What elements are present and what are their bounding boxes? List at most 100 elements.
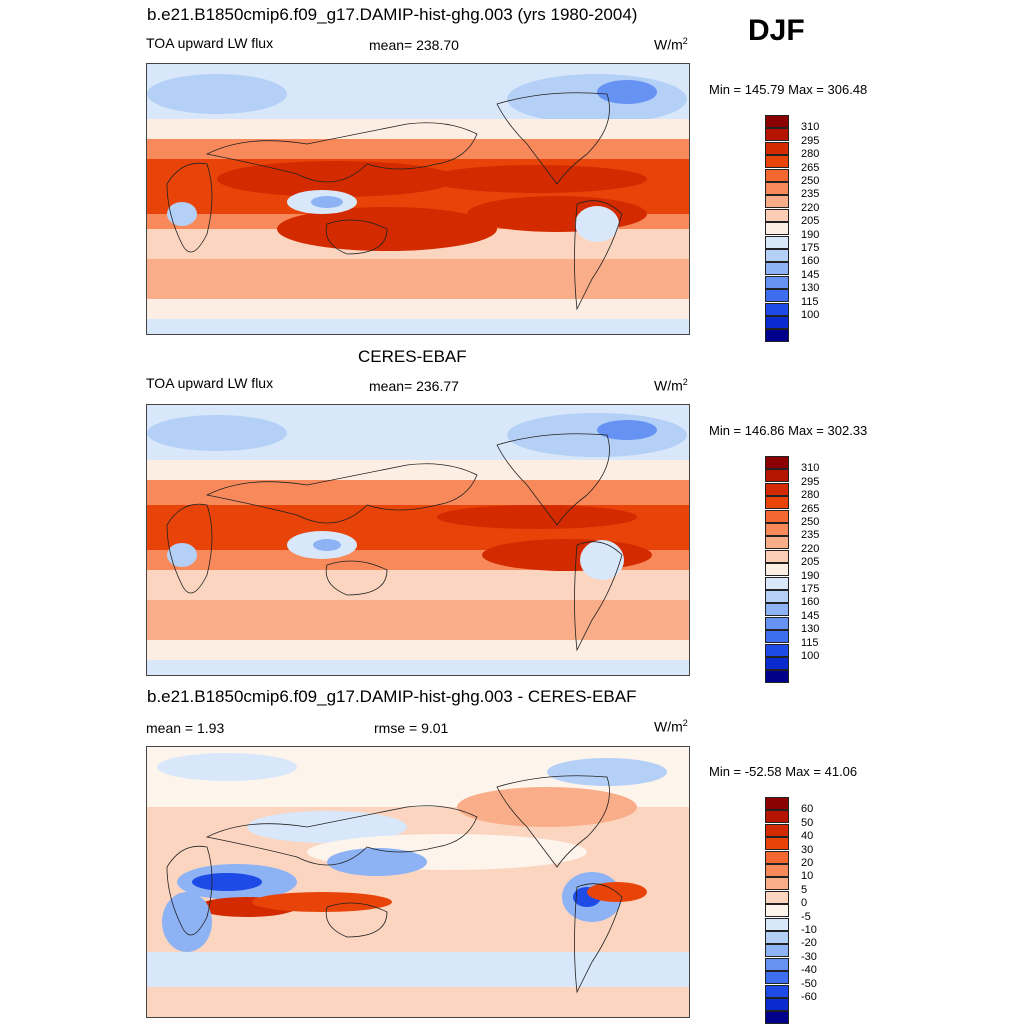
colorbar-tick-label: 250 xyxy=(801,516,820,528)
colorbar-swatch xyxy=(765,302,789,316)
panel-1-colorbar: 310 295 280 265 250 235 220 205 190 175 160 145 130 1… xyxy=(765,115,845,343)
colorbar-swatch xyxy=(765,523,789,536)
season-label: DJF xyxy=(748,14,805,47)
colorbar-tick-label: 220 xyxy=(801,201,820,214)
colorbar-tick-label: 265 xyxy=(801,502,820,515)
colorbar-swatch xyxy=(765,837,789,851)
colorbar-swatch xyxy=(765,289,789,303)
colorbar-tick-label: -40 xyxy=(801,964,817,977)
colorbar-swatch xyxy=(765,616,789,630)
colorbar-swatch xyxy=(765,877,789,891)
colorbar-swatch xyxy=(765,603,789,617)
colorbar-tick-label: -30 xyxy=(801,950,817,963)
panel-1-mean-label: mean= 238.70 xyxy=(369,37,459,53)
colorbar-swatch xyxy=(765,917,789,931)
colorbar-tick-label: 220 xyxy=(801,542,820,555)
colorbar-swatch xyxy=(765,141,789,155)
colorbar-tick-label: 115 xyxy=(801,295,819,308)
colorbar-swatch xyxy=(765,482,789,496)
colorbar-swatch xyxy=(765,657,789,670)
colorbar-tick-label: 280 xyxy=(801,489,820,502)
colorbar-tick-label: 100 xyxy=(801,309,820,321)
colorbar-swatch xyxy=(765,316,789,329)
colorbar-swatch xyxy=(765,275,789,289)
colorbar-tick-label: 250 xyxy=(801,175,820,187)
colorbar-tick-label: 190 xyxy=(801,228,820,241)
panel-2-minmax: Min = 146.86 Max = 302.33 xyxy=(709,423,868,438)
colorbar-tick-label: 130 xyxy=(801,282,820,295)
panel-2-mean-label: mean= 236.77 xyxy=(369,378,459,394)
panel-2-map-field xyxy=(147,405,689,675)
panel-2-variable-label: TOA upward LW flux xyxy=(146,375,274,391)
colorbar-swatch xyxy=(765,249,789,262)
colorbar-swatch xyxy=(765,262,789,276)
colorbar-tick-label: 10 xyxy=(801,870,814,883)
colorbar-swatch xyxy=(765,864,789,877)
colorbar-tick-label: 115 xyxy=(801,636,819,649)
colorbar-swatch xyxy=(765,195,789,209)
colorbar-swatch xyxy=(765,329,789,343)
panel-3-minmax: Min = -52.58 Max = 41.06 xyxy=(709,764,858,779)
colorbar-tick-label: 295 xyxy=(801,134,820,147)
panel-3-title: b.e21.B1850cmip6.f09_g17.DAMIP-hist-ghg.… xyxy=(147,687,637,706)
colorbar-swatch xyxy=(765,957,789,971)
colorbar-swatch xyxy=(765,469,789,483)
panel-1-map xyxy=(146,63,690,335)
colorbar-tick-label: 130 xyxy=(801,623,820,636)
colorbar-tick-label: 295 xyxy=(801,475,820,488)
panel-2-colorbar: 310 295 280 265 250 235 220 205 190 175 160 145 130 1… xyxy=(765,456,845,684)
colorbar-swatch xyxy=(765,563,789,577)
colorbar-swatch xyxy=(765,208,789,222)
colorbar-swatch xyxy=(765,670,789,684)
colorbar-tick-label: -50 xyxy=(801,977,817,990)
colorbar-swatch xyxy=(765,931,789,944)
colorbar-tick-label: 205 xyxy=(801,556,820,569)
colorbar-swatch xyxy=(765,890,789,904)
panel-3-units: W/m2 xyxy=(654,718,688,735)
colorbar-tick-label: -5 xyxy=(801,910,811,923)
colorbar-tick-label: 235 xyxy=(801,529,820,542)
colorbar-swatch xyxy=(765,643,789,657)
colorbar-swatch xyxy=(765,182,789,195)
colorbar-swatch xyxy=(765,509,789,523)
colorbar-tick-label: 0 xyxy=(801,897,808,910)
colorbar-swatch xyxy=(765,984,789,998)
colorbar-tick-label: 20 xyxy=(801,857,814,869)
colorbar-swatch xyxy=(765,128,789,142)
colorbar-swatch xyxy=(765,155,789,169)
colorbar-tick-label: 5 xyxy=(801,883,808,896)
colorbar-tick-label: 190 xyxy=(801,569,820,582)
panel-1-units: W/m2 xyxy=(654,36,688,53)
colorbar-tick-label: 175 xyxy=(801,242,820,254)
colorbar-tick-label: 265 xyxy=(801,161,820,174)
panel-1-variable-label: TOA upward LW flux xyxy=(146,35,274,51)
colorbar-tick-label: 160 xyxy=(801,596,820,609)
colorbar-swatch xyxy=(765,1011,789,1024)
colorbar-tick-label: -20 xyxy=(801,937,817,950)
colorbar-swatch xyxy=(765,549,789,563)
colorbar-tick-label: 50 xyxy=(801,816,814,829)
colorbar-tick-label: -60 xyxy=(801,991,817,1003)
colorbar-swatch xyxy=(765,850,789,864)
colorbar-tick-label: -10 xyxy=(801,924,817,936)
colorbar-tick-label: 160 xyxy=(801,255,820,268)
colorbar-swatch xyxy=(765,797,789,810)
colorbar-swatch xyxy=(765,944,789,958)
colorbar-tick-label: 310 xyxy=(801,121,820,134)
colorbar-tick-label: 235 xyxy=(801,188,820,201)
colorbar-swatch xyxy=(765,590,789,603)
colorbar-tick-label: 40 xyxy=(801,830,814,843)
panel-1-minmax: Min = 145.79 Max = 306.48 xyxy=(709,82,868,97)
panel-2-title: CERES-EBAF xyxy=(358,347,467,366)
panel-3-rmse-label: rmse = 9.01 xyxy=(374,720,449,736)
panel-2-units: W/m2 xyxy=(654,377,688,394)
panel-1-title: b.e21.B1850cmip6.f09_g17.DAMIP-hist-ghg.… xyxy=(147,5,638,24)
colorbar-swatch xyxy=(765,235,789,249)
colorbar-swatch xyxy=(765,222,789,236)
panel-3-mean-label: mean = 1.93 xyxy=(146,720,225,736)
panel-3-map xyxy=(146,746,690,1018)
colorbar-swatch xyxy=(765,810,789,824)
colorbar-swatch xyxy=(765,456,789,469)
panel-3-map-field xyxy=(147,747,689,1017)
colorbar-swatch xyxy=(765,971,789,985)
